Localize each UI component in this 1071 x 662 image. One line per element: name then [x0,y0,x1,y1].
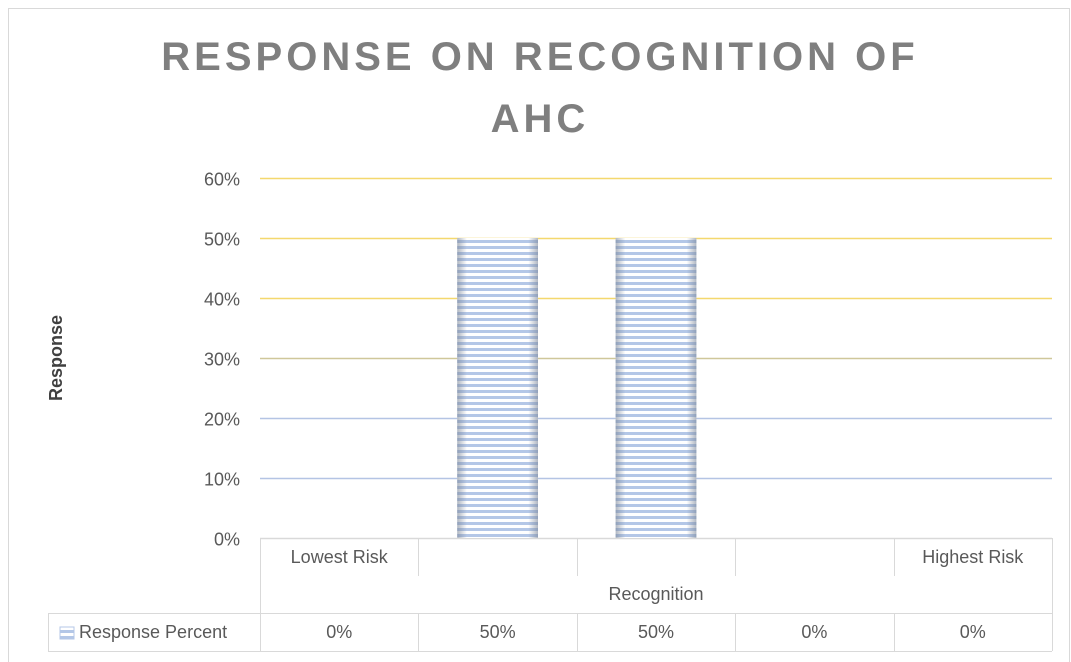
data-table-value: 50% [480,622,516,642]
y-tick-label: 0% [214,529,240,549]
y-tick-label: 20% [204,409,240,429]
bar-shade [615,238,697,538]
x-tick-label: Lowest Risk [291,547,389,567]
data-table-value: 0% [960,622,986,642]
data-table-value: 50% [638,622,674,642]
chart-border [8,8,1070,662]
legend-label: Response Percent [79,622,227,642]
bar-shade [457,238,538,538]
y-tick-label: 10% [204,469,240,489]
data-table-lines [48,538,1053,652]
legend-key [59,626,75,640]
y-axis-title: Response [46,315,66,401]
y-tick-label: 30% [204,349,240,369]
y-tick-label: 50% [204,229,240,249]
data-table-value: 0% [801,622,827,642]
data-table-value: 0% [326,622,352,642]
x-axis-title: Recognition [608,584,703,604]
chart-title: RESPONSE ON RECOGNITION OF AHC [161,35,919,141]
x-tick-label: Highest Risk [922,547,1024,567]
y-tick-label: 40% [204,289,240,309]
y-tick-label: 60% [204,169,240,189]
